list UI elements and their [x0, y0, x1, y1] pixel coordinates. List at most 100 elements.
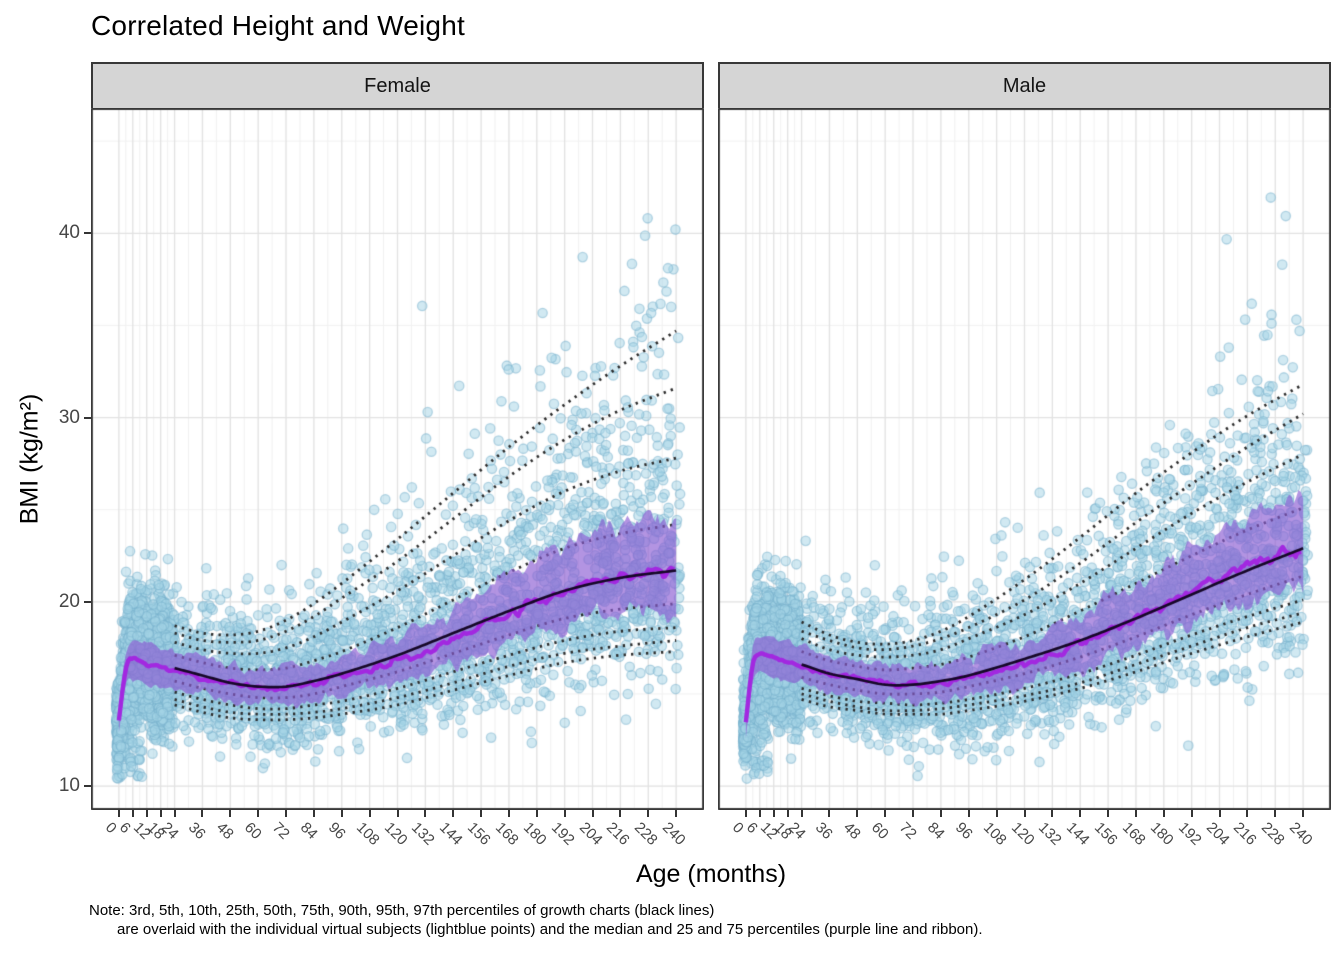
x-tick-label: 156 [1091, 819, 1121, 849]
x-tick-label: 84 [296, 819, 321, 843]
x-axis-tick [396, 810, 399, 817]
x-axis-tick [1079, 810, 1082, 817]
x-tick-label: 120 [380, 819, 411, 849]
y-axis-tick [84, 600, 91, 603]
x-tick-label: 180 [1146, 819, 1177, 849]
x-axis-tick [257, 810, 260, 817]
y-axis-tick [84, 232, 91, 235]
facet-strip-male: Male [718, 62, 1331, 108]
x-tick-label: 216 [1230, 819, 1261, 849]
x-axis-tick [1218, 810, 1221, 817]
y-axis-tick [84, 785, 91, 788]
caption-note: Note: 3rd, 5th, 10th, 25th, 50th, 75th, … [89, 901, 983, 939]
x-axis-tick [884, 810, 887, 817]
x-axis-tick [480, 810, 483, 817]
x-tick-label: 168 [1118, 819, 1149, 849]
x-tick-label: 192 [547, 819, 578, 849]
x-axis-tick [131, 810, 134, 817]
x-axis-tick [619, 810, 622, 817]
x-tick-label: 216 [603, 819, 634, 849]
x-tick-label: 192 [1174, 819, 1205, 849]
x-axis-tick [312, 810, 315, 817]
x-axis-tick [1051, 810, 1054, 817]
y-axis-title: BMI (kg/m²) [15, 393, 44, 525]
x-axis-tick [939, 810, 942, 817]
y-tick-label: 40 [58, 222, 80, 244]
x-tick-label: 132 [1035, 819, 1066, 849]
y-axis-tick [84, 416, 91, 419]
facet-strip-female: Female [91, 62, 704, 108]
x-axis-tick [563, 810, 566, 817]
x-tick-label: 132 [408, 819, 439, 849]
x-tick-label: 6 [115, 819, 134, 837]
x-tick-label: 180 [519, 819, 550, 849]
x-axis-tick [744, 810, 747, 817]
x-axis-tick [1162, 810, 1165, 817]
x-axis-tick [1134, 810, 1137, 817]
x-axis-title: Age (months) [635, 860, 787, 888]
x-tick-label: 36 [812, 819, 837, 843]
x-axis-tick [229, 810, 232, 817]
x-axis-tick [535, 810, 538, 817]
x-axis-tick [1274, 810, 1277, 817]
facet-panel-male [718, 108, 1331, 810]
x-axis-tick [285, 810, 288, 817]
x-axis-tick [1302, 810, 1305, 817]
chart-title: Correlated Height and Weight [91, 10, 465, 41]
x-tick-label: 228 [631, 819, 661, 849]
y-tick-label: 10 [58, 775, 80, 797]
x-axis-tick [786, 810, 789, 817]
x-tick-label: 60 [241, 819, 265, 843]
y-tick-label: 20 [58, 590, 80, 612]
x-tick-label: 48 [840, 819, 865, 843]
x-tick-label: 108 [979, 819, 1010, 849]
x-tick-label: 144 [1063, 819, 1093, 849]
x-tick-label: 48 [213, 819, 238, 843]
x-axis-tick [368, 810, 371, 817]
x-tick-label: 36 [185, 819, 210, 843]
x-tick-label: 60 [868, 819, 892, 843]
x-axis-tick [828, 810, 831, 817]
x-axis-tick [340, 810, 343, 817]
x-axis-tick [967, 810, 970, 817]
x-axis-tick [452, 810, 455, 817]
x-tick-label: 108 [352, 819, 383, 849]
x-tick-label: 120 [1007, 819, 1038, 849]
x-axis-tick [1107, 810, 1110, 817]
x-tick-label: 24 [157, 819, 182, 843]
caption-note-line1: Note: 3rd, 5th, 10th, 25th, 50th, 75th, … [89, 902, 715, 919]
x-axis-tick [800, 810, 803, 817]
x-axis-tick [507, 810, 510, 817]
x-axis-tick [173, 810, 176, 817]
x-axis-tick [1190, 810, 1193, 817]
x-axis-tick [675, 810, 678, 817]
x-axis-tick [647, 810, 650, 817]
x-axis-tick [1023, 810, 1026, 817]
caption-note-line2: are overlaid with the individual virtual… [117, 921, 983, 938]
x-axis-tick [995, 810, 998, 817]
x-tick-label: 96 [951, 819, 976, 843]
x-tick-label: 168 [491, 819, 522, 849]
y-tick-label: 30 [58, 406, 80, 428]
x-tick-label: 84 [923, 819, 948, 843]
x-axis-tick [1246, 810, 1249, 817]
x-tick-label: 204 [1202, 819, 1233, 849]
x-tick-label: 144 [436, 819, 466, 849]
x-axis-tick [117, 810, 120, 817]
x-tick-label: 156 [464, 819, 494, 849]
x-axis-tick [856, 810, 859, 817]
x-axis-tick [758, 810, 761, 817]
x-tick-label: 24 [784, 819, 809, 843]
x-tick-label: 204 [575, 819, 606, 849]
x-axis-tick [772, 810, 775, 817]
x-tick-label: 240 [1286, 819, 1316, 849]
x-tick-label: 6 [742, 819, 761, 837]
x-axis-tick [912, 810, 915, 817]
x-axis-tick [201, 810, 204, 817]
x-axis-tick [424, 810, 427, 817]
x-tick-label: 72 [896, 819, 920, 843]
x-axis-tick [145, 810, 148, 817]
x-tick-label: 96 [324, 819, 349, 843]
x-axis-tick [591, 810, 594, 817]
x-tick-label: 240 [659, 819, 689, 849]
